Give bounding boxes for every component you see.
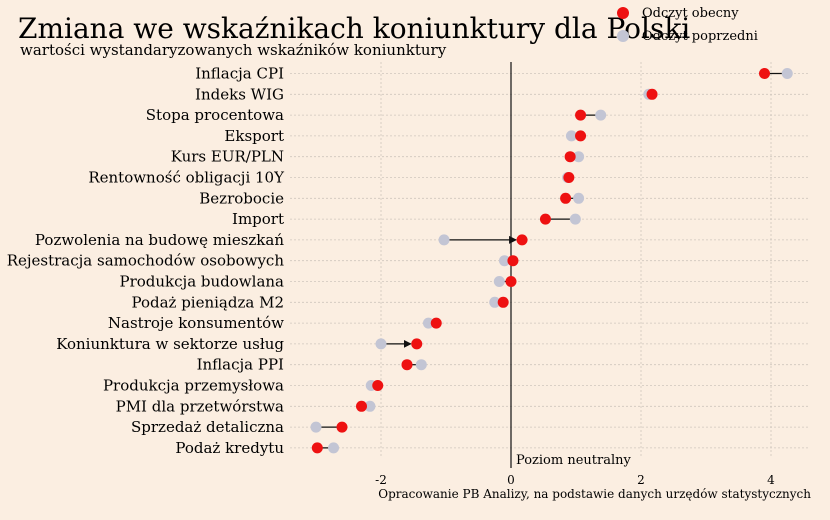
previous-value-point [595,109,607,121]
current-value-point [564,151,576,163]
current-value-point [430,317,442,329]
category-label: Kurs EUR/PLN [171,148,284,166]
legend-label-current: Odczyt obecny [642,6,739,21]
category-label: Podaż pieniądza M2 [131,293,284,311]
current-value-point [759,68,770,79]
previous-value-point [415,359,427,371]
legend: Odczyt obecny Odczyt poprzedni [617,6,758,44]
current-value-point [497,296,509,308]
source-note: Opracowanie PB Analizy, na podstawie dan… [378,487,811,501]
x-tick-label: 0 [507,473,515,487]
current-value-point [575,109,587,121]
chart-title: Zmiana we wskaźnikach koniunktury dla Po… [18,12,690,45]
current-value-point [401,359,413,371]
category-label: Pozwolenia na budowę mieszkań [35,231,284,249]
current-value-point [563,172,575,183]
previous-value-point [573,192,585,204]
legend-label-previous: Odczyt poprzedni [642,29,758,44]
category-label: Produkcja przemysłowa [103,377,284,395]
chart-subtitle: wartości wystandaryzowanych wskaźników k… [20,41,447,59]
previous-value-point [489,296,501,308]
category-label: Bezrobocie [199,189,284,207]
category-label: Import [232,210,284,228]
previous-value-point [781,68,793,79]
category-label: Podaż kredytu [175,439,284,457]
x-tick-label: 2 [637,473,645,487]
previous-value-point [328,442,340,454]
current-value-point [372,380,384,391]
legend-marker-current [617,7,629,19]
x-tick-label: 4 [767,473,775,487]
category-label: Rejestracja samochodów osobowych [7,252,285,270]
current-value-point [560,192,572,204]
category-label: Stopa procentowa [146,106,284,124]
previous-value-point [569,213,581,225]
category-label: Indeks WIG [195,85,284,103]
previous-value-point [493,276,505,287]
previous-value-point [573,151,585,163]
category-label: Produkcja budowlana [120,273,285,291]
current-value-point [646,88,658,100]
x-tick-label: -2 [375,473,387,487]
previous-value-point [364,400,376,412]
category-label: Inflacja PPI [197,356,284,374]
category-label: Inflacja CPI [195,65,284,83]
neutral-level-label: Poziom neutralny [516,453,631,468]
legend-marker-previous [617,30,629,42]
category-label: Koniunktura w sektorze usług [56,335,284,353]
previous-value-point [438,234,450,246]
current-value-point [516,234,528,246]
category-label: PMI dla przetwórstwa [116,397,284,415]
category-label: Sprzedaż detaliczna [131,418,284,436]
axis: -2 0 2 4 [375,62,775,487]
current-value-point [356,400,367,412]
current-value-point [336,421,348,433]
previous-value-point [565,130,577,142]
grid [290,62,810,456]
previous-value-point [499,255,510,267]
category-label: Eksport [224,127,284,145]
current-value-point [575,130,587,142]
data-rows: Inflacja CPI Indeks WIG Stopa procentowa Ek… [7,65,793,457]
category-label: Nastroje konsumentów [108,314,284,332]
previous-value-point [310,421,322,433]
current-value-point [539,213,551,225]
current-value-point [311,442,323,454]
current-value-point [507,255,519,267]
current-value-point [505,276,517,287]
category-label: Rentowność obligacji 10Y [88,169,285,187]
previous-value-point [422,317,434,329]
current-value-point [411,338,423,350]
previous-value-point [375,338,387,350]
